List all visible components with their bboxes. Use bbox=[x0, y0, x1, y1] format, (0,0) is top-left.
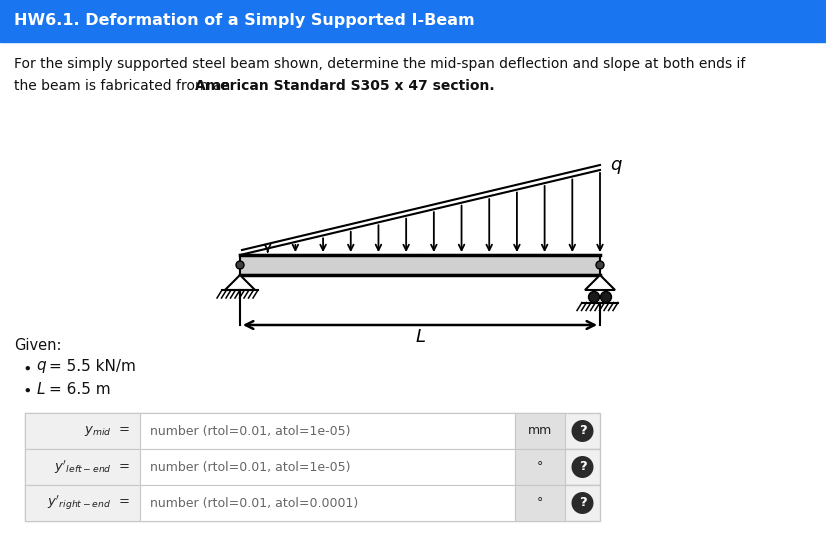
Text: Given:: Given: bbox=[14, 337, 61, 352]
Text: the beam is fabricated from an: the beam is fabricated from an bbox=[14, 79, 235, 93]
Bar bbox=[240, 255, 600, 275]
Text: °: ° bbox=[537, 497, 544, 509]
Bar bbox=[515, 485, 565, 521]
Text: number (rtol=0.01, atol=1e-05): number (rtol=0.01, atol=1e-05) bbox=[150, 425, 350, 437]
Text: ?: ? bbox=[579, 425, 586, 437]
Bar bbox=[25, 413, 600, 449]
Text: $\bullet$: $\bullet$ bbox=[22, 382, 31, 397]
Bar bbox=[140, 449, 515, 485]
Bar bbox=[140, 485, 515, 521]
Text: °: ° bbox=[537, 461, 544, 473]
Polygon shape bbox=[585, 275, 615, 290]
Text: ?: ? bbox=[579, 497, 586, 509]
Text: number (rtol=0.01, atol=0.0001): number (rtol=0.01, atol=0.0001) bbox=[150, 497, 358, 509]
Bar bbox=[25, 449, 600, 485]
Bar bbox=[25, 485, 140, 521]
Text: $y_{mid}$  =: $y_{mid}$ = bbox=[84, 424, 130, 438]
Circle shape bbox=[236, 261, 244, 269]
Text: $y'_{right-end}$  =: $y'_{right-end}$ = bbox=[47, 494, 130, 512]
Text: $y'_{left-end}$  =: $y'_{left-end}$ = bbox=[54, 458, 130, 476]
Circle shape bbox=[601, 291, 611, 302]
Text: = 6.5 m: = 6.5 m bbox=[49, 382, 111, 397]
Text: $L$: $L$ bbox=[415, 328, 425, 346]
Text: HW6.1. Deformation of a Simply Supported I-Beam: HW6.1. Deformation of a Simply Supported… bbox=[14, 13, 475, 29]
Text: For the simply supported steel beam shown, determine the mid-span deflection and: For the simply supported steel beam show… bbox=[14, 57, 745, 71]
Text: $q$: $q$ bbox=[36, 359, 47, 375]
Text: American Standard S305 x 47 section.: American Standard S305 x 47 section. bbox=[196, 79, 495, 93]
Text: = 5.5 kN/m: = 5.5 kN/m bbox=[49, 359, 135, 374]
Bar bbox=[25, 449, 140, 485]
Circle shape bbox=[588, 291, 600, 302]
Text: $q$: $q$ bbox=[610, 159, 623, 176]
Bar bbox=[515, 413, 565, 449]
Circle shape bbox=[572, 492, 594, 514]
Polygon shape bbox=[225, 275, 255, 290]
Text: ?: ? bbox=[579, 461, 586, 473]
Circle shape bbox=[572, 420, 594, 442]
Bar bbox=[515, 449, 565, 485]
Bar bbox=[25, 413, 140, 449]
Circle shape bbox=[572, 456, 594, 478]
Text: $L$: $L$ bbox=[36, 381, 45, 397]
Text: $\bullet$: $\bullet$ bbox=[22, 359, 31, 374]
Bar bbox=[140, 413, 515, 449]
Bar bbox=[0, 0, 826, 42]
Bar bbox=[25, 485, 600, 521]
Circle shape bbox=[596, 261, 604, 269]
Text: mm: mm bbox=[528, 425, 552, 437]
Text: number (rtol=0.01, atol=1e-05): number (rtol=0.01, atol=1e-05) bbox=[150, 461, 350, 473]
